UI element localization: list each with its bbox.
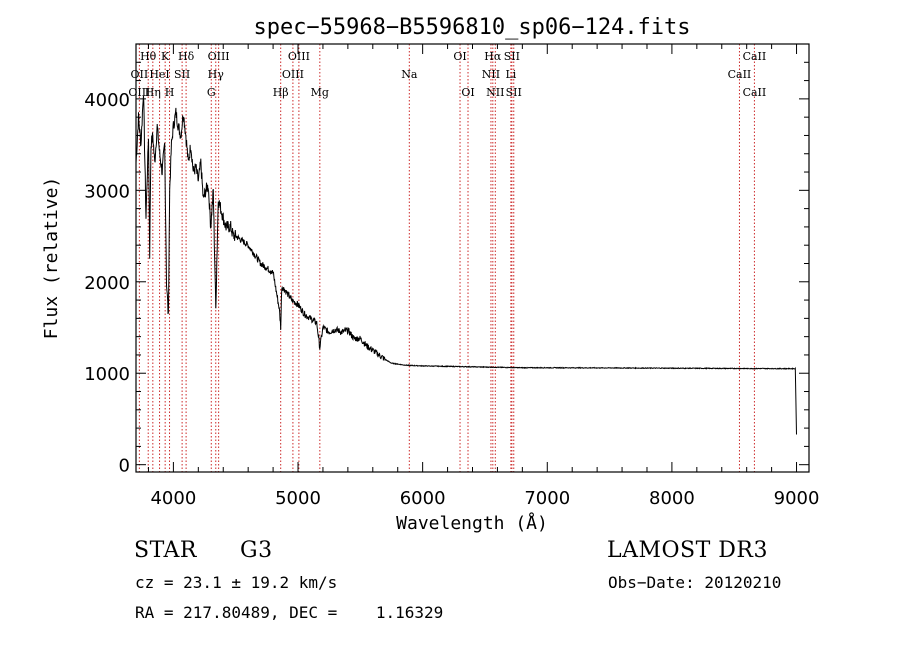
spectral-line-label: OIII [288,50,310,63]
spectral-line-label: OI [461,86,474,99]
spectral-line-label: CaII [728,68,752,81]
y-axis-label: Flux (relative) [41,177,62,340]
redshift-velocity: cz = 23.1 ± 19.2 km/s [135,573,338,592]
spectral-line-label: Li [505,68,516,81]
chart-title: spec−55968−B5596810_sp06−124.fits [253,15,690,40]
x-tick-label: 4000 [150,488,196,509]
spectral-subclass: G3 [240,538,273,563]
spectral-line-label: OIII [128,86,150,99]
y-axis: 0 1000 2000 3000 4000 [84,61,809,477]
spectral-line-label: Hδ [178,50,195,63]
x-axis: 4000 5000 6000 7000 8000 9000 [147,44,820,509]
spectral-line-label: SII [174,68,190,81]
x-tick-label: 9000 [774,488,820,509]
spectral-line-label: OIII [282,68,304,81]
x-tick-label: 6000 [400,488,446,509]
spectral-line-label: H [165,86,175,99]
x-tick-label: 7000 [524,488,570,509]
spectrum-line [135,95,797,435]
spectral-line-label: NII [486,86,504,99]
spectrum-series [135,95,797,435]
spectral-line-label: Hγ [208,68,225,81]
spectral-line-label: Hη [145,86,161,99]
spectral-line-label: G [207,86,216,99]
plot-frame [135,43,810,473]
spectral-line-label: Hα [484,50,502,63]
spectral-line-label: Hθ [140,50,157,63]
y-tick-label: 4000 [84,90,130,111]
spectral-line-label: CaII [743,50,767,63]
spectral-line-label: K [161,50,170,63]
y-tick-label: 0 [119,456,130,477]
spectral-line-label: HeI [149,68,169,81]
spectral-line-label: OIII [208,50,230,63]
object-class: STAR [134,538,197,563]
spectral-line-label: SII [506,86,522,99]
spectral-line-label: CaII [743,86,767,99]
spectral-line-label: OII [131,68,149,81]
observation-date: Obs−Date: 20120210 [608,573,782,592]
y-tick-label: 3000 [84,181,130,202]
spectral-line-markers [138,44,755,472]
x-axis-label: Wavelength (Å) [396,512,548,534]
spectral-line-label: Hβ [273,86,289,99]
y-tick-label: 2000 [84,273,130,294]
x-tick-label: 5000 [275,488,321,509]
x-tick-label: 8000 [649,488,695,509]
spectral-line-label: Na [401,68,418,81]
y-tick-label: 1000 [84,364,130,385]
spectral-line-label: OI [453,50,466,63]
survey-name: LAMOST DR3 [607,538,768,563]
coordinates: RA = 217.80489, DEC = 1.16329 [135,603,444,622]
spectral-line-label: Mg [311,86,329,99]
spectral-line-label: SII [504,50,520,63]
spectral-line-label: NII [482,68,500,81]
